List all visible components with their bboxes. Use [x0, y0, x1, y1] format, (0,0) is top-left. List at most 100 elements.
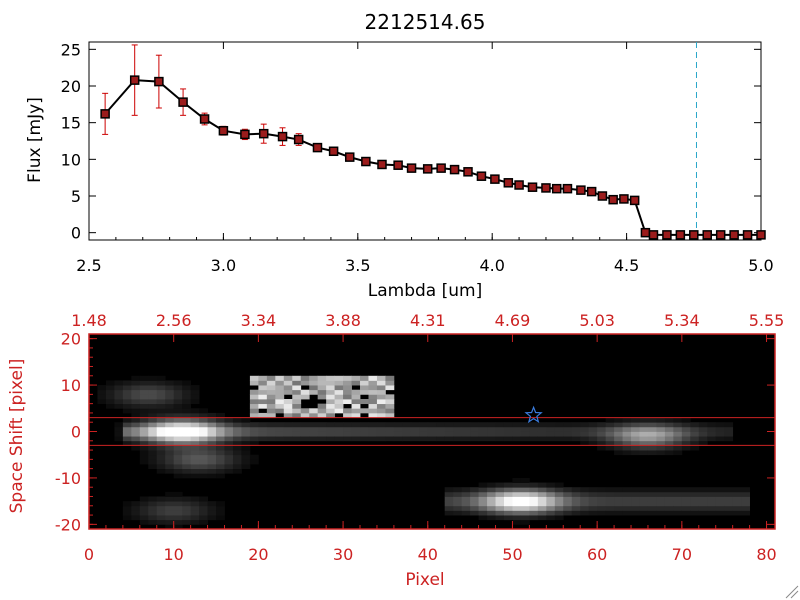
image-pixel: [690, 445, 700, 451]
image-pixel: [190, 510, 200, 516]
image-pixel: [165, 496, 175, 502]
image-pixel: [681, 491, 691, 497]
image-pixel: [512, 510, 522, 516]
image-pixel: [122, 501, 132, 507]
image-pixel: [690, 440, 700, 446]
wavelength-tick-label: 5.03: [579, 311, 615, 330]
data-point: [576, 185, 586, 195]
data-point: [240, 129, 250, 140]
image-pixel: [131, 426, 141, 432]
space-shift-tick-label: 20: [61, 330, 81, 349]
image-pixel: [478, 510, 488, 516]
image-pixel: [249, 394, 259, 400]
image-pixel: [614, 426, 623, 432]
data-point: [619, 194, 629, 204]
image-pixel: [148, 375, 158, 381]
data-point: [436, 163, 446, 173]
image-pixel: [546, 491, 556, 497]
image-pixel: [216, 454, 225, 460]
image-pixel: [224, 436, 234, 442]
image-pixel: [419, 426, 429, 432]
image-pixel: [656, 431, 666, 437]
resize-grip-icon[interactable]: [785, 585, 799, 599]
image-pixel: [190, 417, 200, 423]
image-pixel: [614, 436, 623, 442]
image-pixel: [622, 440, 632, 446]
image-pixel: [707, 426, 717, 432]
image-pixel: [520, 431, 530, 437]
image-pixel: [258, 385, 268, 391]
image-pixel: [402, 426, 412, 432]
image-pixel: [681, 487, 691, 493]
image-pixel: [614, 450, 623, 456]
data-point: [312, 142, 323, 153]
image-pixel: [207, 440, 217, 446]
image-pixel: [444, 436, 454, 442]
image-pixel: [453, 422, 463, 428]
image-pixel: [647, 501, 657, 507]
image-pixel: [622, 487, 632, 493]
space-shift-axis-label: Space Shift [pixel]: [7, 359, 27, 514]
image-pixel: [216, 422, 225, 428]
image-pixel: [199, 464, 208, 470]
image-pixel: [334, 380, 344, 386]
image-pixel: [232, 464, 242, 470]
image-pixel: [190, 412, 200, 418]
image-pixel: [343, 389, 352, 395]
image-pixel: [554, 505, 564, 511]
image-pixel: [173, 436, 183, 442]
image-pixel: [131, 445, 141, 451]
image-pixel: [470, 487, 479, 493]
image-pixel: [351, 436, 361, 442]
image-pixel: [216, 501, 225, 507]
image-pixel: [487, 436, 496, 442]
image-pixel: [148, 408, 158, 414]
image-pixel: [631, 445, 640, 451]
image-pixel: [478, 431, 488, 437]
image-pixel: [241, 450, 251, 456]
image-pixel: [275, 399, 285, 405]
image-pixel: [546, 426, 556, 432]
image-pixel: [131, 375, 141, 381]
image-pixel: [631, 431, 640, 437]
image-pixel: [309, 412, 319, 418]
image-pixel: [631, 501, 640, 507]
image-pixel: [224, 445, 234, 451]
image-pixel: [580, 496, 590, 502]
image-pixel: [605, 496, 615, 502]
image-pixel: [266, 408, 276, 414]
image-pixel: [275, 436, 285, 442]
image-pixel: [580, 431, 590, 437]
image-pixel: [503, 431, 513, 437]
image-pixel: [495, 491, 505, 497]
image-pixel: [309, 375, 319, 381]
data-point: [199, 114, 210, 124]
image-pixel: [656, 496, 666, 502]
image-pixel: [266, 412, 276, 418]
image-pixel: [283, 380, 293, 386]
image-pixel: [487, 510, 496, 516]
image-pixel: [199, 445, 208, 451]
image-pixel: [131, 389, 141, 395]
image-pixel: [292, 385, 302, 391]
image-pixel: [139, 431, 149, 437]
image-pixel: [470, 510, 479, 516]
data-point: [258, 128, 269, 139]
image-pixel: [520, 510, 530, 516]
image-pixel: [622, 491, 632, 497]
image-pixel: [546, 510, 556, 516]
image-pixel: [249, 412, 259, 418]
image-pixel: [698, 431, 708, 437]
image-pixel: [588, 501, 598, 507]
data-point: [629, 195, 640, 206]
image-pixel: [741, 491, 750, 497]
star-marker-icon: [524, 405, 543, 424]
data-point: [129, 75, 140, 85]
image-pixel: [588, 436, 598, 442]
image-pixel: [317, 380, 327, 386]
image-pixel: [139, 399, 149, 405]
image-pixel: [664, 487, 674, 493]
image-pixel: [580, 440, 590, 446]
image-pixel: [199, 510, 208, 516]
image-pixel: [605, 440, 615, 446]
